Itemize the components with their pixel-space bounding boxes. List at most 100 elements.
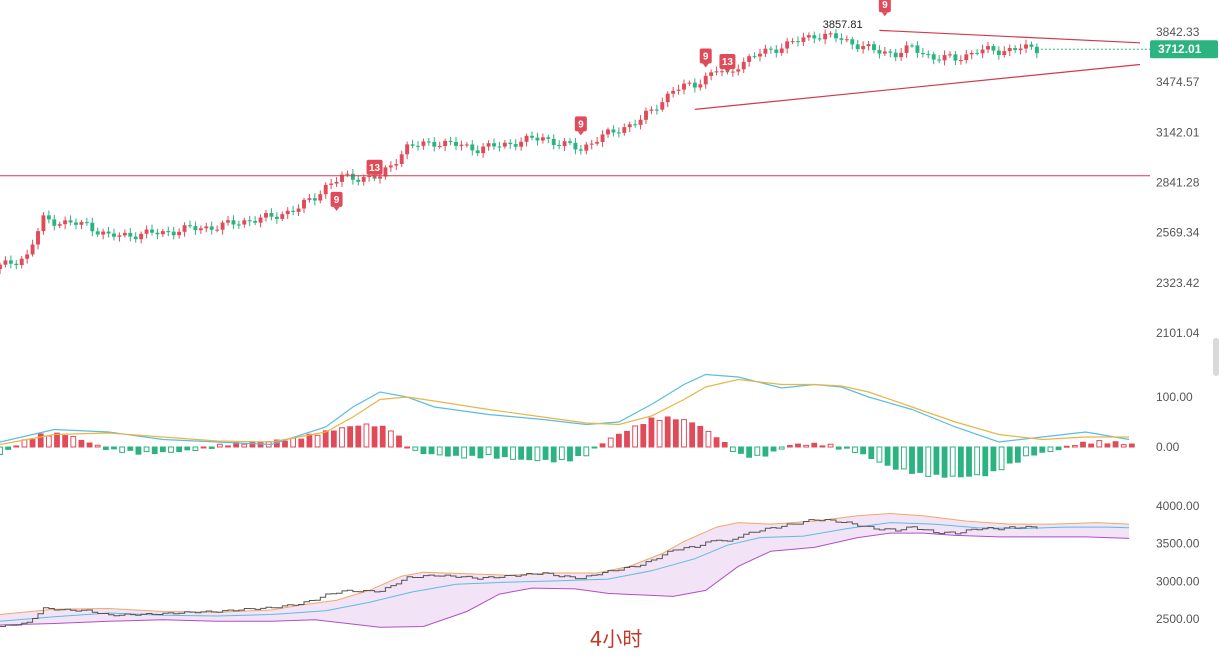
candle-body: [779, 48, 784, 53]
td-badge-pointer: [702, 63, 709, 68]
macd-bar: [37, 433, 44, 448]
macd-bar: [835, 446, 842, 450]
candle-body: [144, 229, 149, 234]
candle-body: [41, 215, 46, 232]
macd-bar: [860, 446, 867, 455]
candle-body: [291, 210, 296, 212]
candle-body: [139, 233, 144, 240]
candle-body: [356, 179, 361, 182]
candle-body: [68, 220, 73, 223]
macd-bar: [949, 446, 956, 477]
candle-body: [915, 45, 920, 53]
candle-body: [535, 137, 540, 141]
macd-bar: [795, 443, 801, 448]
candle-body: [198, 228, 203, 231]
macd-bar: [746, 446, 753, 458]
macd-pane: [0, 373, 1135, 478]
macd-bar: [1047, 446, 1054, 453]
candle-body: [432, 141, 437, 147]
candle-body: [524, 135, 529, 142]
macd-bar: [428, 446, 435, 455]
macd-bar: [990, 446, 997, 472]
candle-body: [454, 141, 458, 146]
candle-body: [758, 53, 762, 57]
candle-body: [996, 50, 1001, 55]
candle-body: [416, 145, 420, 147]
macd-bar: [1096, 440, 1103, 448]
candle-body: [350, 173, 355, 180]
candle-body: [844, 39, 849, 41]
candle-body: [378, 176, 382, 179]
candle-body: [497, 146, 502, 148]
candle-body: [394, 164, 399, 166]
candle-body: [182, 225, 187, 232]
last-price-box: [1150, 40, 1218, 59]
macd-bar: [998, 446, 1005, 471]
bollinger-upper-line: [0, 512, 1130, 615]
candle-body: [888, 51, 893, 53]
candle-body: [855, 44, 860, 50]
candle-body: [703, 75, 708, 85]
macd-bar: [770, 446, 777, 452]
td-count-badge: [366, 159, 383, 175]
macd-bar: [599, 443, 606, 448]
macd-bar: [1088, 443, 1095, 448]
macd-bar: [355, 425, 362, 448]
bollinger-band-fill: [0, 513, 1130, 628]
candle-body: [975, 52, 980, 54]
candle-body: [530, 135, 534, 138]
macd-bar: [762, 446, 769, 457]
candle-body: [1013, 48, 1018, 51]
candle-body: [546, 137, 551, 139]
macd-bar: [396, 435, 402, 448]
macd-bar: [282, 440, 288, 448]
macd-bar: [216, 443, 223, 448]
candle-body: [334, 181, 339, 184]
macd-bar: [1104, 443, 1111, 448]
macd-bar: [86, 442, 93, 448]
candle-body: [606, 129, 610, 135]
macd-bar: [225, 445, 231, 448]
candle-body: [991, 46, 996, 51]
macd-bar: [966, 446, 972, 477]
macd-bar: [534, 446, 541, 462]
macd-histogram: [0, 416, 1135, 478]
candle-body: [25, 254, 30, 259]
candle-body: [258, 217, 263, 223]
macd-bar: [852, 446, 858, 453]
macd-bar: [567, 446, 573, 462]
macd-bar: [298, 438, 305, 448]
price-axis-tick-label: 2841.28: [1156, 176, 1200, 190]
macd-bar: [681, 419, 687, 448]
candle-body: [1007, 48, 1012, 52]
candle-body: [931, 54, 936, 60]
macd-bar: [176, 446, 183, 453]
candle-body: [551, 138, 556, 145]
td-count-badge: [699, 48, 712, 64]
td-count-text: 9: [703, 51, 709, 62]
candle-body: [958, 60, 963, 62]
td-count-text: 9: [578, 119, 584, 130]
candle-body: [340, 174, 344, 182]
price-axis-tick-label: 3142.01: [1156, 125, 1200, 139]
candle-body: [1018, 48, 1023, 51]
candle-body: [839, 38, 844, 40]
candle-body: [616, 132, 621, 134]
macd-bar: [558, 446, 565, 460]
candle-body: [280, 214, 285, 219]
candle-body: [622, 127, 627, 133]
macd-bar: [843, 446, 850, 449]
candle-body: [481, 146, 486, 154]
candle-body: [405, 144, 410, 155]
price-axis: 3842.33 3474.57 3142.01 2841.28 2569.34 2323.…: [1156, 25, 1200, 340]
macd-bar: [493, 446, 500, 459]
macd-bar: [70, 436, 77, 448]
candle-body: [361, 176, 366, 182]
price-axis-tick-label: 2323.42: [1156, 276, 1200, 290]
macd-bar: [404, 446, 411, 449]
candle-body: [638, 119, 643, 125]
pane-resize-handle[interactable]: [1213, 338, 1219, 376]
candle-body: [421, 141, 426, 146]
macd-bar: [5, 446, 12, 450]
